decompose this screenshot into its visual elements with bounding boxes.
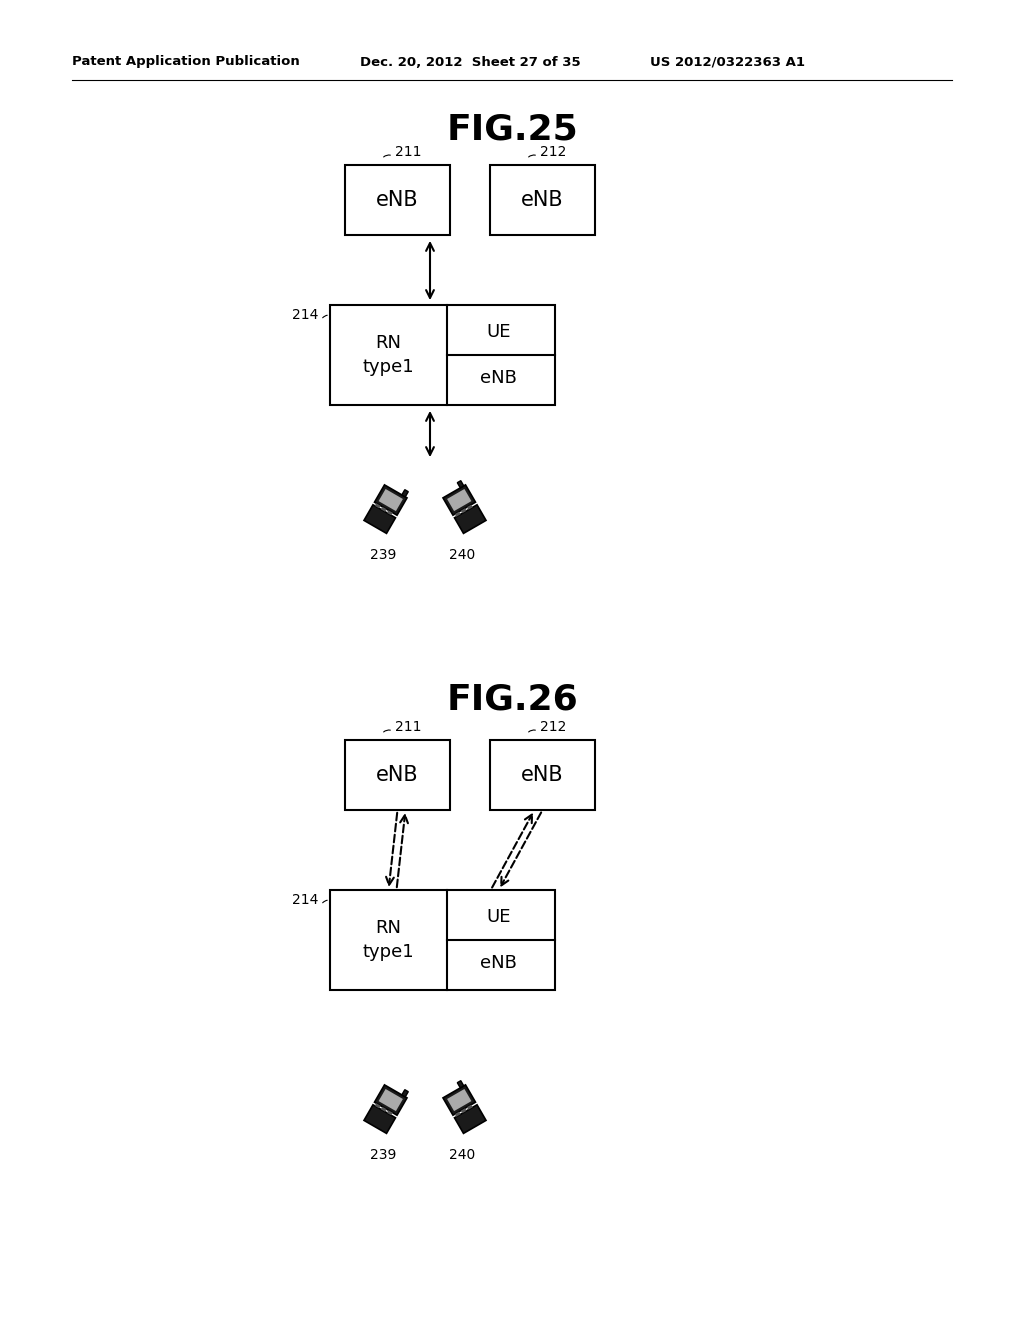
Text: 214: 214: [292, 308, 318, 322]
Text: 239: 239: [370, 1148, 396, 1162]
Text: FIG.26: FIG.26: [446, 682, 578, 717]
Bar: [447, 1089, 471, 1111]
Text: Dec. 20, 2012  Sheet 27 of 35: Dec. 20, 2012 Sheet 27 of 35: [360, 55, 581, 69]
Text: 240: 240: [449, 548, 475, 562]
Bar: [467, 504, 473, 510]
Bar: [364, 504, 395, 533]
Bar: [345, 741, 450, 810]
Bar: [467, 1105, 473, 1110]
Bar: [330, 890, 555, 990]
Bar: [490, 741, 595, 810]
Bar: [379, 1089, 402, 1111]
Text: UE: UE: [486, 323, 511, 341]
Bar: [364, 1105, 395, 1134]
Bar: [381, 1106, 387, 1111]
Text: eNB: eNB: [376, 766, 419, 785]
Bar: [375, 484, 407, 515]
Text: Patent Application Publication: Patent Application Publication: [72, 55, 300, 69]
Text: 212: 212: [540, 719, 566, 734]
Text: FIG.25: FIG.25: [446, 114, 578, 147]
Bar: [458, 480, 464, 488]
Bar: [461, 508, 467, 513]
Bar: [345, 165, 450, 235]
Bar: [401, 490, 409, 496]
Text: RN
type1: RN type1: [362, 334, 415, 376]
Bar: [461, 1109, 467, 1113]
Bar: [455, 504, 486, 533]
Text: 212: 212: [540, 145, 566, 158]
Bar: [387, 1110, 392, 1115]
Bar: [330, 305, 555, 405]
Bar: [458, 1081, 464, 1088]
Text: eNB: eNB: [480, 370, 517, 387]
Text: eNB: eNB: [376, 190, 419, 210]
Bar: [375, 503, 381, 508]
Bar: [375, 1104, 381, 1109]
Text: 240: 240: [449, 1148, 475, 1162]
Bar: [443, 484, 475, 515]
Bar: [375, 1085, 407, 1115]
Text: eNB: eNB: [521, 190, 564, 210]
Text: 239: 239: [370, 548, 396, 562]
Bar: [401, 1090, 409, 1097]
Text: UE: UE: [486, 908, 511, 927]
Text: eNB: eNB: [521, 766, 564, 785]
Bar: [443, 1085, 475, 1115]
Text: 211: 211: [395, 145, 422, 158]
Text: eNB: eNB: [480, 954, 517, 972]
Bar: [381, 507, 387, 512]
Text: RN
type1: RN type1: [362, 919, 415, 961]
Bar: [455, 1105, 486, 1134]
Bar: [379, 488, 402, 511]
Text: US 2012/0322363 A1: US 2012/0322363 A1: [650, 55, 805, 69]
Text: 214: 214: [292, 894, 318, 907]
Text: 211: 211: [395, 719, 422, 734]
Bar: [387, 511, 392, 515]
Bar: [447, 488, 471, 511]
Bar: [455, 1111, 461, 1117]
Bar: [490, 165, 595, 235]
Bar: [455, 512, 461, 517]
